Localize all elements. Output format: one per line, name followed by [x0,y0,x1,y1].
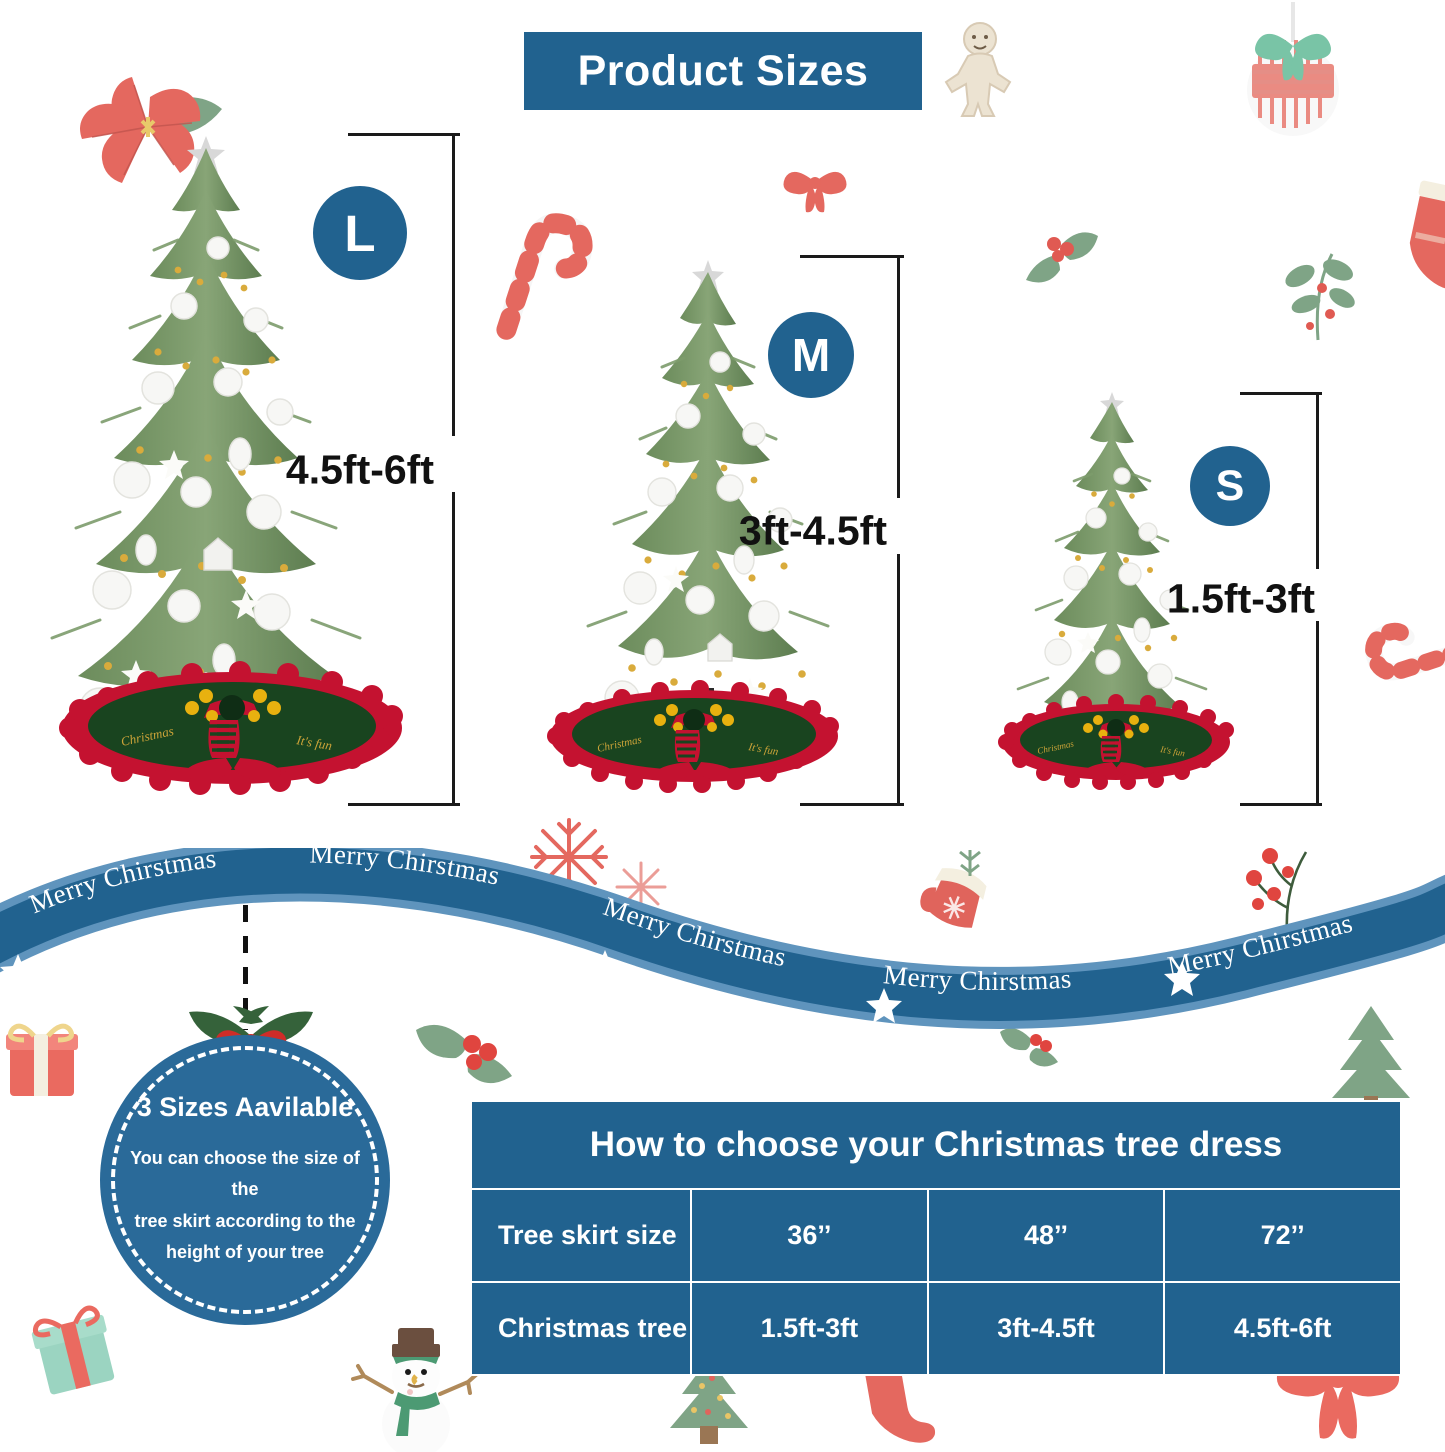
size-badge-medium-label: M [791,329,831,381]
poinsettia-flower-icon [60,65,230,195]
bracket-stem-upper [897,258,900,498]
gift-box-icon [28,1300,124,1400]
holly-sprig-icon [1018,222,1102,296]
tree-image-large [28,120,428,800]
bracket-cap-top [800,255,904,258]
bracket-cap-top [1240,392,1322,395]
size-chart-table: How to choose your Christmas tree dress … [469,1100,1403,1376]
size-badge-large: L [313,186,407,280]
ribbon-label-4: Merry Chirstmas [882,959,1073,996]
dimension-bracket-small: 1.5ft-3ft [1167,392,1322,806]
snowflake-icon [524,812,614,902]
row-label-tree-skirt-size: Tree skirt size [470,1188,692,1283]
table-header-row: How to choose your Christmas tree dress [469,1100,1403,1190]
bracket-stem-upper [1316,395,1319,569]
tree-skirt-medium: Christmas It's fun [547,680,840,793]
striped-ornament-ball-icon [1238,2,1348,147]
sizes-available-title: 3 Sizes Aavilable [136,1091,354,1122]
size-chart-title: How to choose your Christmas tree dress [469,1100,1403,1190]
bracket-stem-lower [452,492,455,803]
mistletoe-branch-icon [1272,236,1364,346]
cell-skirt-size-3: 72’’ [1163,1188,1403,1283]
merry-christmas-ribbon: Merry Chirstmas Merry Chirstmas Merry Ch… [0,848,1445,1038]
red-bow-icon [780,160,850,216]
ribbon-star-icon [0,920,1200,1023]
svg-text:It's fun: It's fun [746,741,779,758]
bracket-stem-lower [1316,621,1319,803]
cell-tree-height-2: 3ft-4.5ft [926,1281,1166,1376]
row-label-christmas-tree: Christmas tree [470,1281,692,1376]
holly-sprig-icon [996,1018,1066,1078]
gingerbread-man-icon [944,20,1016,117]
table-row: Christmas tree 1.5ft-3ft 3ft-4.5ft 4.5ft… [470,1281,1403,1376]
size-badge-medium: M [768,312,854,398]
bracket-cap-bottom [800,803,904,806]
candy-cane-icon [486,196,593,346]
christmas-tree-flat-icon [650,1352,768,1452]
cell-tree-height-1: 1.5ft-3ft [690,1281,929,1376]
dimension-label-small: 1.5ft-3ft [1166,575,1315,622]
bracket-cap-bottom [1240,803,1322,806]
dimension-bracket-large: 4.5ft-6ft [286,133,460,806]
holly-sprig-icon [410,1010,520,1100]
bracket-stem-lower [897,554,900,803]
bracket-cap-top [348,133,460,136]
cell-skirt-size-2: 48’’ [926,1188,1166,1283]
bracket-stem-upper [452,136,455,436]
table-row: Tree skirt size 36’’ 48’’ 72’’ [470,1188,1403,1283]
bracket-cap-bottom [348,803,460,806]
cell-tree-height-3: 4.5ft-6ft [1163,1281,1403,1376]
leader-line [243,905,248,1030]
dimension-label-medium: 3ft-4.5ft [738,507,887,553]
size-badge-large-label: L [344,204,376,262]
size-badge-small: S [1190,446,1270,526]
candy-cane-icon [1365,600,1445,710]
gift-box-icon [0,1010,96,1106]
sizes-available-line-3: height of your tree [165,1242,324,1262]
sizes-available-badge: 3 Sizes Aavilable You can choose the siz… [100,1035,390,1325]
sizes-available-line-1: You can choose the size of the [130,1147,360,1200]
tree-image-medium [548,248,878,796]
sizes-available-line-2: tree skirt according to the [134,1210,356,1231]
svg-text:It's fun: It's fun [294,732,333,753]
snowflake-icon [612,858,670,916]
dimension-bracket-medium: 3ft-4.5ft [739,255,904,806]
page-title: Product Sizes [577,46,869,95]
dimension-label-large: 4.5ft-6ft [285,446,434,492]
tree-image-small [990,382,1240,794]
tree-skirt-large: Christmas It's fun [59,661,405,795]
size-badge-small-label: S [1215,461,1245,510]
tree-skirt-small: Christmas It's fun [998,694,1234,790]
page-title-banner: Product Sizes [524,32,922,110]
snowman-icon [351,1328,482,1452]
svg-text:It's fun: It's fun [1159,744,1187,758]
christmas-stocking-icon [1400,180,1445,290]
cell-skirt-size-1: 36’’ [690,1188,929,1283]
mitten-icon [912,848,1000,958]
